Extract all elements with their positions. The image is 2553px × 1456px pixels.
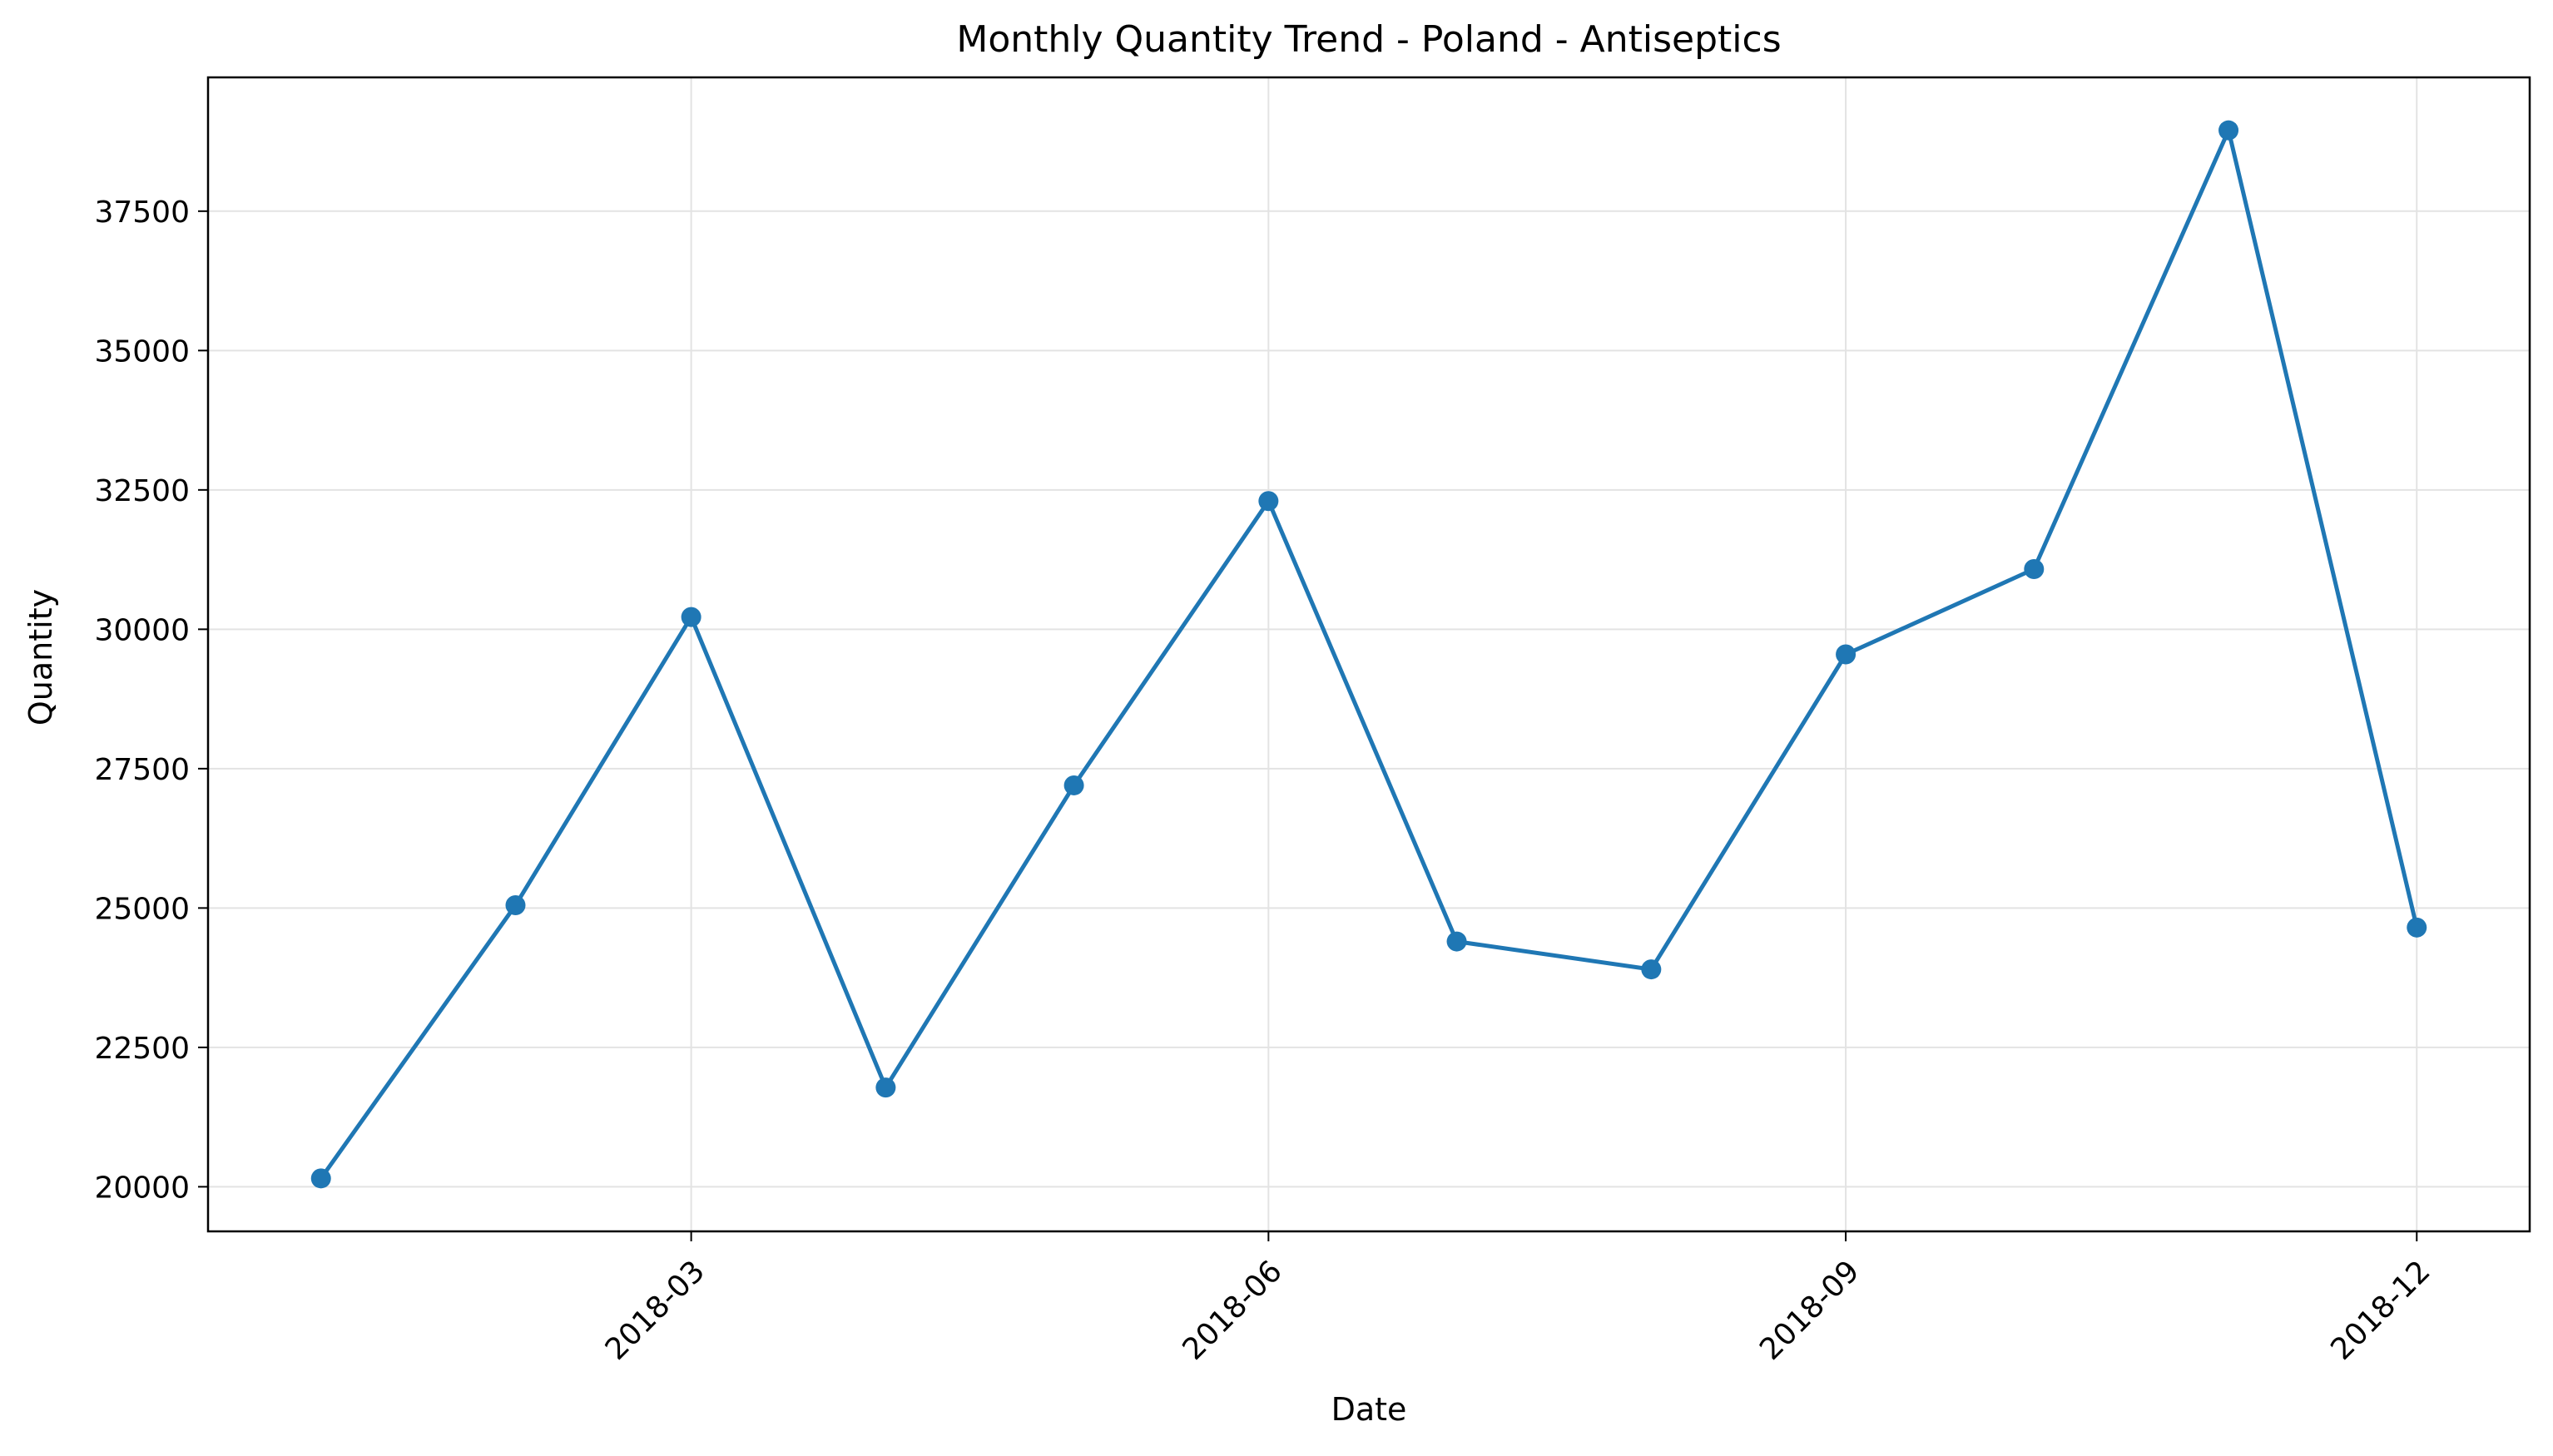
data-point [505,895,526,916]
y-tick-label: 20000 [94,1171,190,1205]
y-tick-label: 37500 [94,196,190,230]
x-tick-label: 2018-12 [2324,1254,2437,1366]
chart-title: Monthly Quantity Trend - Poland - Antise… [956,18,1781,61]
data-point [310,1168,331,1189]
x-tick-label: 2018-03 [599,1254,711,1366]
data-point [2024,558,2045,579]
data-point [875,1077,896,1098]
y-tick-label: 27500 [94,753,190,787]
x-axis-label: Date [1331,1391,1407,1428]
y-tick-label: 32500 [94,474,190,508]
data-point [1258,491,1279,512]
plot-frame [206,76,2531,1233]
data-point [681,607,701,627]
data-point [1446,931,1467,952]
data-point [2218,120,2239,141]
y-tick-label: 25000 [94,892,190,926]
data-series [310,120,2427,1189]
series-line [319,128,2419,1180]
y-axis-ticks: 20000 22500 25000 27500 30000 32500 35000 37500 [94,196,208,1205]
y-tick-label: 35000 [94,334,190,369]
y-tick-label: 30000 [94,613,190,647]
x-tick-label: 2018-06 [1176,1254,1288,1366]
y-tick-label: 22500 [94,1032,190,1066]
data-point [1641,959,1662,980]
data-point [1063,775,1084,795]
data-point [2407,917,2427,938]
x-tick-label: 2018-09 [1753,1254,1866,1366]
grid-lines [208,77,2530,1231]
x-axis-ticks: 2018-03 2018-06 2018-09 2018-12 [599,1231,2437,1367]
y-axis-label: Quantity [22,589,59,726]
data-point [1836,644,1857,665]
